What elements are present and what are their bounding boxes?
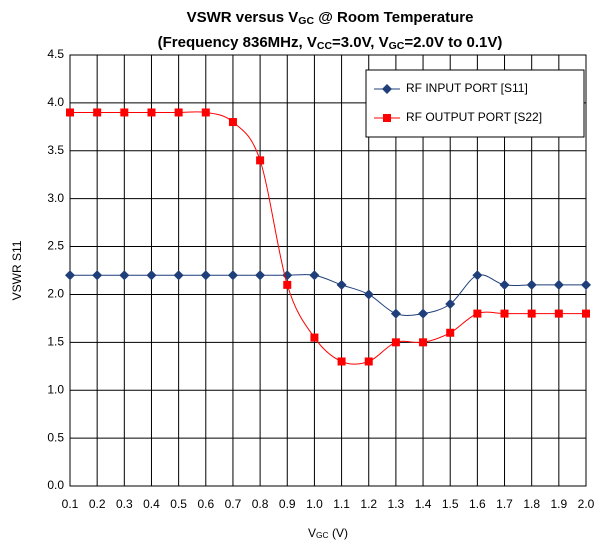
chart-subtitle-part: =2.0V to 0.1V)	[404, 34, 502, 51]
marker	[282, 270, 293, 281]
y-tick-label: 3.5	[47, 143, 64, 157]
marker	[201, 108, 210, 117]
marker	[65, 270, 75, 281]
x-tick-label: 0.6	[197, 497, 214, 511]
marker	[418, 308, 429, 319]
marker	[120, 108, 129, 117]
marker	[554, 309, 563, 318]
x-tick-label: 1.2	[360, 497, 377, 511]
chart-subtitle-part: GC	[389, 40, 405, 52]
chart-subtitle-part: (Frequency 836MHz, V	[158, 34, 317, 51]
x-tick-label: 1.3	[388, 497, 405, 511]
marker	[146, 270, 157, 281]
x-axis-label: VGC (V)	[308, 526, 348, 540]
chart-title: VSWR versus VGC @ Room Temperature	[187, 9, 474, 27]
marker	[364, 357, 373, 366]
marker	[92, 270, 103, 281]
x-tick-label: 0.2	[89, 497, 106, 511]
chart-title-part: @ Room Temperature	[314, 9, 473, 26]
marker	[363, 289, 374, 300]
chart-subtitle: (Frequency 836MHz, VCC=3.0V, VGC=2.0V to…	[158, 34, 503, 52]
y-tick-label: 0.0	[47, 478, 64, 492]
y-tick-label: 4.0	[47, 95, 64, 109]
marker	[173, 270, 184, 281]
marker	[93, 108, 102, 117]
y-tick-label: 2.5	[47, 239, 64, 253]
legend-label: RF OUTPUT PORT [S22]	[406, 110, 542, 124]
marker	[581, 279, 591, 290]
x-tick-label: 1.4	[415, 497, 432, 511]
y-tick-label: 3.0	[47, 191, 64, 205]
x-tick-label: 0.8	[252, 497, 269, 511]
x-tick-label: 0.7	[225, 497, 242, 511]
marker	[228, 118, 237, 127]
marker	[147, 108, 156, 117]
y-tick-label: 2.0	[47, 287, 64, 301]
y-axis-label: VSWR S11	[10, 240, 24, 300]
legend-label: RF INPUT PORT [S11]	[406, 81, 528, 95]
x-tick-label: 0.9	[279, 497, 296, 511]
marker	[472, 270, 483, 281]
y-tick-label: 1.0	[47, 382, 64, 396]
marker	[473, 309, 482, 318]
x-tick-label: 1.6	[469, 497, 486, 511]
marker	[446, 328, 455, 337]
chart-title-part: GC	[298, 15, 314, 27]
marker	[66, 108, 74, 117]
marker	[527, 309, 536, 318]
marker	[445, 299, 456, 310]
x-tick-label: 1.8	[523, 497, 540, 511]
chart-subtitle-part: CC	[317, 40, 333, 52]
x-tick-label: 0.5	[170, 497, 187, 511]
marker	[310, 333, 319, 342]
marker	[119, 270, 130, 281]
marker	[382, 84, 392, 94]
marker	[553, 279, 564, 290]
x-tick-label: 1.5	[442, 497, 459, 511]
marker	[500, 309, 509, 318]
chart-subtitle-part: =3.0V, V	[332, 34, 389, 51]
x-tick-label: 1.9	[550, 497, 567, 511]
x-tick-label: 1.1	[333, 497, 350, 511]
legend-box	[365, 69, 585, 138]
x-axis-label-part: GC	[316, 530, 329, 540]
marker	[309, 270, 320, 281]
marker	[337, 357, 346, 366]
marker	[227, 270, 238, 281]
x-axis-label-part: (V)	[329, 526, 348, 540]
marker	[283, 280, 292, 289]
marker	[255, 270, 266, 281]
series-line	[69, 111, 586, 365]
marker	[336, 279, 347, 290]
marker	[499, 279, 510, 290]
marker	[256, 156, 265, 165]
marker	[391, 338, 400, 347]
x-tick-label: 0.4	[143, 497, 160, 511]
x-tick-label: 1.0	[306, 497, 323, 511]
x-tick-label: 0.1	[62, 497, 79, 511]
marker	[582, 309, 590, 318]
marker	[390, 308, 401, 319]
x-tick-label: 2.0	[578, 497, 595, 511]
marker	[526, 279, 537, 290]
y-tick-label: 1.5	[47, 335, 64, 349]
marker	[383, 114, 391, 122]
x-tick-label: 0.3	[116, 497, 133, 511]
y-tick-label: 4.5	[47, 47, 64, 61]
chart-title-part: VSWR versus V	[187, 9, 299, 26]
x-tick-label: 1.7	[496, 497, 513, 511]
x-axis-label-part: V	[308, 526, 316, 540]
marker	[174, 108, 183, 117]
marker	[419, 338, 428, 347]
y-tick-label: 0.5	[47, 430, 64, 444]
marker	[200, 270, 211, 281]
